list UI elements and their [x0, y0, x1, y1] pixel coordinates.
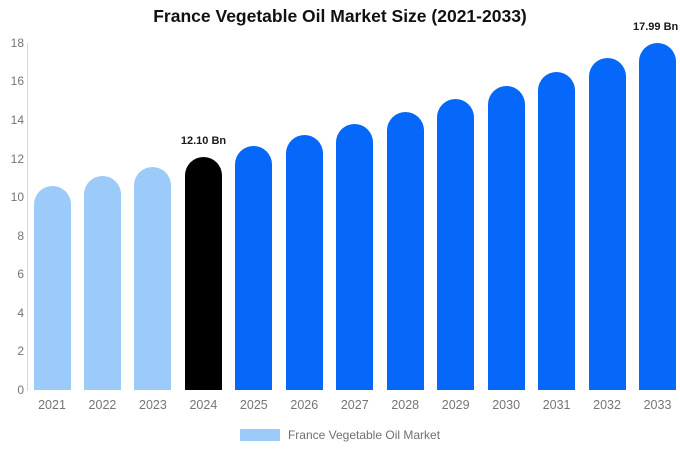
legend-swatch	[239, 429, 280, 441]
bar-2027	[336, 123, 374, 390]
bar-2025	[235, 145, 273, 390]
x-tick-label-2030: 2030	[492, 398, 521, 412]
bar-2032	[588, 57, 626, 390]
y-tick-label-6: 6	[17, 267, 24, 282]
bar-value-label-2033: 17.99 Bn	[633, 20, 679, 33]
y-tick-label-12: 12	[10, 151, 24, 166]
bar-value-label-2024: 12.10 Bn	[180, 134, 227, 147]
x-tick-label-2026: 2026	[290, 398, 319, 412]
bar-2026	[285, 135, 323, 390]
x-tick-label-2028: 2028	[391, 398, 420, 412]
y-tick-label-2: 2	[17, 344, 24, 359]
x-tick-label-2029: 2029	[441, 398, 470, 412]
bar-2031	[538, 72, 576, 390]
x-tick-label-2027: 2027	[340, 398, 369, 412]
bar-2021	[33, 185, 71, 390]
chart-title: France Vegetable Oil Market Size (2021-2…	[153, 6, 527, 26]
x-tick-label-2031: 2031	[542, 398, 571, 412]
y-axis-line	[27, 42, 28, 391]
bar-2028	[386, 111, 424, 390]
legend-label: France Vegetable Oil Market	[287, 428, 441, 442]
bar-2022	[83, 176, 121, 390]
x-tick-label-2033: 2033	[643, 398, 672, 412]
x-tick-label-2021: 2021	[38, 398, 66, 412]
legend: France Vegetable Oil Market	[0, 425, 680, 445]
y-tick-label-10: 10	[10, 190, 24, 205]
bar-2030	[487, 86, 525, 390]
y-tick-label-4: 4	[17, 305, 24, 320]
y-tick-label-18: 18	[10, 35, 24, 50]
y-tick-label-0: 0	[17, 383, 24, 397]
x-tick-label-2023: 2023	[139, 398, 167, 412]
x-tick-label-2022: 2022	[88, 398, 117, 412]
bar-2023	[134, 166, 172, 390]
x-tick-label-2024: 2024	[189, 398, 218, 412]
y-tick-label-16: 16	[10, 74, 24, 89]
bar-2029	[437, 99, 475, 390]
y-tick-label-8: 8	[17, 228, 24, 243]
bar-2024	[184, 156, 222, 390]
legend-item[interactable]: France Vegetable Oil Market	[239, 428, 441, 442]
x-tick-label-2032: 2032	[593, 398, 621, 412]
y-tick-label-14: 14	[10, 112, 24, 127]
bar-2033	[639, 42, 677, 390]
x-tick-label-2025: 2025	[239, 398, 268, 412]
